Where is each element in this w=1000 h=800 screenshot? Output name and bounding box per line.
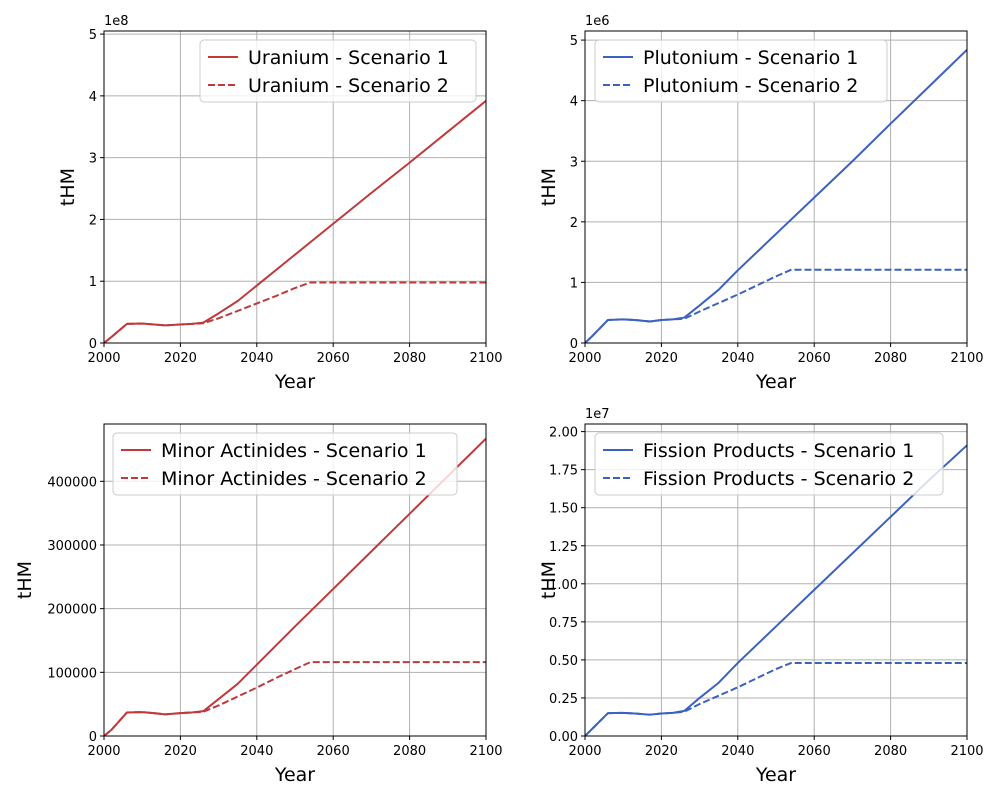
- legend-label-2: Minor Actinides - Scenario 2: [161, 468, 427, 490]
- legend-box: [594, 39, 888, 103]
- y-tick-label: 3: [89, 152, 97, 167]
- legend: Uranium - Scenario 1 Uranium - Scenario 2: [199, 39, 477, 103]
- y-tick-label: 4: [570, 95, 578, 110]
- y-tick-label: 0.50: [549, 654, 578, 669]
- x-tick-label: 2060: [798, 351, 831, 366]
- series-line-2: [585, 268, 967, 343]
- x-tick-label: 2040: [240, 744, 273, 759]
- y-tick-label: 1: [89, 275, 97, 290]
- x-tick-label: 2100: [469, 744, 502, 759]
- y-tick-label: 3: [570, 155, 578, 170]
- y-tick-label: 0.00: [549, 730, 578, 745]
- plot-frame: [103, 30, 487, 344]
- x-tick-label: 2080: [874, 351, 907, 366]
- x-tick-label: 2060: [317, 744, 350, 759]
- y-axis-label: tHM: [538, 168, 560, 206]
- y-tick-label: 2: [570, 216, 578, 231]
- legend-label-2: Plutonium - Scenario 2: [643, 75, 858, 97]
- x-tick-label: 2020: [164, 351, 197, 366]
- x-tick-label: 2040: [721, 744, 754, 759]
- x-tick-label: 2080: [874, 744, 907, 759]
- plot-frame: [103, 423, 487, 737]
- chart-panel-3: 2000 2020 2040 2060 2080 2100 0 100000 200000 300…: [14, 423, 503, 786]
- x-tick-label: 2100: [950, 351, 983, 366]
- x-tick-label: 2000: [568, 351, 601, 366]
- x-tick-label: 2060: [798, 744, 831, 759]
- series-line-2: [104, 281, 486, 343]
- x-axis-label: Year: [755, 371, 796, 393]
- series-line-2: [585, 661, 967, 736]
- y-offset-label: 1e7: [585, 407, 610, 422]
- x-tick-label: 2000: [568, 744, 601, 759]
- y-tick-label: 0.25: [549, 692, 578, 707]
- x-tick-label: 2060: [317, 351, 350, 366]
- legend-box: [594, 432, 944, 496]
- legend-label-2: Fission Products - Scenario 2: [643, 468, 914, 490]
- plot-frame: [584, 30, 968, 344]
- y-tick-label: 4: [89, 90, 97, 105]
- legend: Fission Products - Scenario 1 Fission Pro…: [594, 432, 944, 496]
- x-tick-label: 2040: [240, 351, 273, 366]
- x-tick-label: 2020: [645, 351, 678, 366]
- y-tick-label: 0: [89, 730, 97, 745]
- legend-label-1: Fission Products - Scenario 1: [643, 440, 914, 462]
- y-tick-label: 0: [570, 337, 578, 352]
- y-tick-label: 300000: [47, 539, 97, 554]
- x-axis-label: Year: [274, 371, 315, 393]
- y-tick-label: 1.50: [549, 502, 578, 517]
- x-tick-label: 2080: [393, 351, 426, 366]
- x-tick-label: 2020: [164, 744, 197, 759]
- y-tick-label: 0: [89, 337, 97, 352]
- y-tick-label: 2.00: [549, 426, 578, 441]
- legend: Minor Actinides - Scenario 1 Minor Actini…: [112, 432, 458, 496]
- y-tick-label: 1.25: [549, 540, 578, 555]
- y-tick-label: 400000: [47, 475, 97, 490]
- y-tick-label: 1.75: [549, 464, 578, 479]
- x-tick-label: 2100: [950, 744, 983, 759]
- y-tick-label: 1.00: [549, 578, 578, 593]
- chart-panel-4: 2000 2020 2040 2060 2080 2100 0.00 0.25 0.50 0.75…: [538, 407, 984, 786]
- legend-label-1: Plutonium - Scenario 1: [643, 47, 858, 69]
- y-offset-label: 1e8: [104, 14, 129, 29]
- y-axis-label: tHM: [538, 561, 560, 599]
- legend-label-1: Uranium - Scenario 1: [248, 47, 449, 69]
- series-line-2: [104, 661, 486, 736]
- x-tick-label: 2000: [87, 351, 120, 366]
- legend-label-1: Minor Actinides - Scenario 1: [161, 440, 427, 462]
- y-tick-label: 0.75: [549, 616, 578, 631]
- y-tick-label: 2: [89, 213, 97, 228]
- y-offset-label: 1e6: [585, 14, 610, 29]
- y-tick-label: 100000: [47, 666, 97, 681]
- y-tick-label: 200000: [47, 603, 97, 618]
- legend-box: [199, 39, 477, 103]
- x-tick-label: 2080: [393, 744, 426, 759]
- x-tick-label: 2000: [87, 744, 120, 759]
- y-axis-label: tHM: [57, 168, 79, 206]
- y-tick-label: 1: [570, 276, 578, 291]
- legend-label-2: Uranium - Scenario 2: [248, 75, 449, 97]
- legend-box: [112, 432, 458, 496]
- y-tick-label: 5: [570, 34, 578, 49]
- x-axis-label: Year: [755, 764, 796, 786]
- plot-frame: [584, 423, 968, 737]
- x-tick-label: 2040: [721, 351, 754, 366]
- y-tick-label: 5: [89, 28, 97, 43]
- chart-panel-2: 2000 2020 2040 2060 2080 2100 0 1 2 3 4 5 1e6 Year tHM…: [538, 14, 984, 393]
- legend: Plutonium - Scenario 1 Plutonium - Scenar…: [594, 39, 888, 103]
- x-tick-label: 2020: [645, 744, 678, 759]
- y-axis-label: tHM: [14, 561, 36, 599]
- chart-panel-1: 2000 2020 2040 2060 2080 2100 0 1 2 3 4 5 1e8 Year tHM…: [57, 14, 503, 393]
- x-axis-label: Year: [274, 764, 315, 786]
- x-tick-label: 2100: [469, 351, 502, 366]
